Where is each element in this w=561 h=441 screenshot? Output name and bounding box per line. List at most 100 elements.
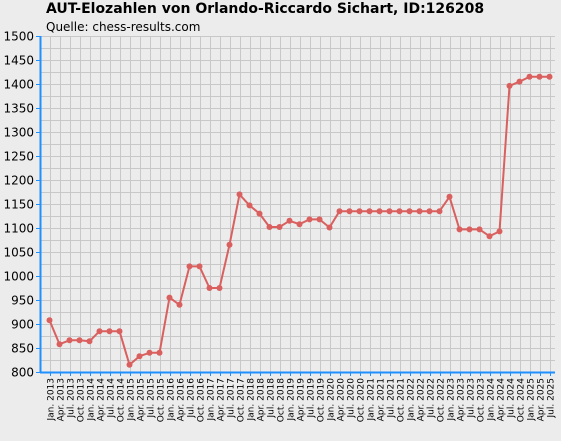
data-point — [216, 285, 223, 291]
data-point — [386, 208, 393, 215]
data-point — [206, 285, 213, 291]
data-point — [256, 210, 263, 217]
x-tick-label: Jan. 2022 — [407, 378, 417, 422]
data-point — [376, 208, 383, 215]
x-tick-label: Oct. 2015 — [157, 378, 167, 422]
data-point — [46, 317, 53, 324]
chart-subtitle: Quelle: chess-results.com — [46, 20, 201, 34]
y-tick-label: 850 — [11, 342, 34, 356]
data-point — [66, 337, 73, 344]
y-tick-label: 1100 — [3, 222, 34, 236]
y-tick-label: 1350 — [3, 102, 34, 116]
data-point — [506, 82, 513, 89]
y-tick-label: 1000 — [3, 270, 34, 284]
data-point — [466, 226, 473, 233]
x-tick-label: Jul. 2023 — [467, 378, 477, 419]
data-point — [166, 294, 173, 301]
data-point — [546, 73, 553, 80]
data-point — [526, 73, 533, 80]
x-tick-label: Jul. 2016 — [187, 378, 197, 419]
x-tick-label: Apr. 2015 — [137, 378, 147, 421]
y-tick-label: 1450 — [3, 54, 34, 68]
data-point — [536, 73, 543, 80]
x-tick-label: Jan. 2020 — [327, 378, 337, 422]
x-tick-label: Apr. 2016 — [177, 378, 187, 422]
x-tick-label: Apr. 2020 — [337, 378, 347, 422]
x-tick-label: Jul. 2017 — [227, 378, 237, 419]
x-tick-label: Apr. 2017 — [217, 378, 227, 421]
x-tick-label: Jan. 2014 — [87, 378, 97, 422]
x-tick-label: Jan. 2013 — [47, 378, 57, 422]
x-tick-label: Jul. 2022 — [427, 378, 437, 419]
data-point — [436, 208, 443, 215]
x-tick-label: Oct. 2021 — [397, 378, 407, 422]
data-point — [336, 208, 343, 215]
x-tick-label: Oct. 2017 — [237, 378, 247, 422]
x-tick-label: Jul. 2014 — [107, 378, 117, 419]
data-point — [446, 193, 453, 200]
x-tick-label: Jul. 2021 — [387, 378, 397, 419]
x-tick-label: Apr. 2025 — [537, 378, 547, 421]
x-tick-label: Jan. 2016 — [167, 378, 177, 422]
x-tick-label: Oct. 2013 — [77, 378, 87, 422]
x-tick-label: Jul. 2020 — [347, 378, 357, 419]
y-tick-label: 1250 — [3, 150, 34, 164]
x-tick-label: Jan. 2023 — [447, 378, 457, 422]
data-point — [266, 224, 273, 230]
x-tick-label: Jan. 2021 — [367, 378, 377, 422]
x-tick-label: Oct. 2022 — [437, 378, 447, 422]
y-tick-label: 1300 — [3, 126, 34, 140]
data-point — [406, 208, 413, 215]
x-tick-label: Jul. 2013 — [67, 378, 77, 419]
x-tick-label: Apr. 2014 — [97, 378, 107, 422]
y-tick-label: 900 — [11, 318, 34, 332]
x-tick-label: Apr. 2021 — [377, 378, 387, 421]
data-point — [316, 216, 323, 223]
data-point — [76, 337, 83, 344]
data-point — [326, 224, 333, 231]
data-point — [366, 208, 373, 215]
data-point — [116, 328, 123, 335]
data-point — [136, 353, 143, 360]
data-point — [276, 224, 283, 230]
data-point — [96, 328, 103, 335]
data-point — [516, 78, 523, 85]
data-point — [356, 208, 363, 215]
y-tick-label: 950 — [11, 294, 34, 308]
x-tick-label: Apr. 2024 — [497, 378, 507, 422]
x-tick-label: Oct. 2023 — [477, 378, 487, 422]
data-point — [126, 361, 133, 368]
x-tick-label: Jan. 2024 — [487, 378, 497, 422]
x-tick-label: Apr. 2022 — [417, 378, 427, 421]
data-point — [196, 263, 203, 270]
x-tick-label: Apr. 2019 — [297, 378, 307, 422]
data-point — [186, 263, 193, 270]
x-tick-label: Jul. 2024 — [507, 378, 517, 419]
data-point — [416, 208, 423, 215]
data-point — [106, 328, 113, 335]
x-tick-label: Jan. 2015 — [127, 378, 137, 422]
data-point — [156, 349, 163, 356]
y-tick-label: 1150 — [3, 198, 34, 212]
data-point — [346, 208, 353, 215]
data-point — [246, 202, 253, 209]
x-tick-label: Oct. 2014 — [117, 378, 127, 422]
x-tick-label: Apr. 2023 — [457, 378, 467, 421]
data-point — [176, 301, 183, 308]
data-point — [476, 226, 483, 233]
x-tick-label: Jul. 2015 — [147, 378, 157, 419]
data-point — [236, 191, 243, 198]
x-tick-label: Oct. 2019 — [317, 378, 327, 422]
x-tick-label: Oct. 2020 — [357, 378, 367, 422]
data-point — [396, 208, 403, 215]
x-tick-label: Apr. 2013 — [57, 378, 67, 421]
x-tick-label: Oct. 2018 — [277, 378, 287, 422]
x-tick-label: Oct. 2016 — [197, 378, 207, 422]
y-tick-label: 1400 — [3, 78, 34, 92]
data-point — [306, 216, 313, 223]
x-tick-label: Jan. 2025 — [527, 378, 537, 422]
data-point — [456, 226, 463, 233]
chart-title: AUT-Elozahlen von Orlando-Riccardo Sicha… — [46, 1, 485, 17]
